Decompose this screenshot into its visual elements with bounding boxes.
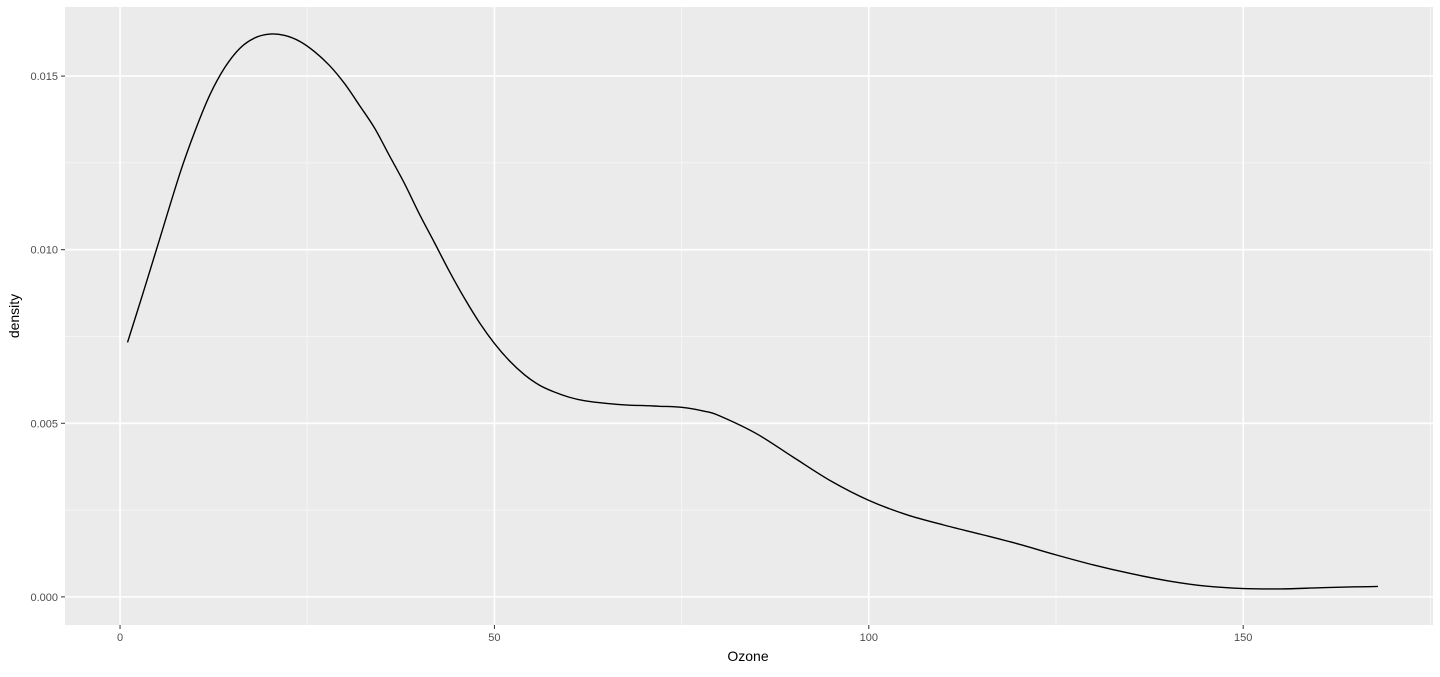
y-tick-label: 0.000 bbox=[30, 592, 58, 604]
minor-gridlines bbox=[65, 7, 1433, 625]
plot-panel bbox=[65, 7, 1433, 625]
x-tick-label: 50 bbox=[488, 632, 500, 644]
major-gridlines bbox=[65, 7, 1433, 625]
x-axis-ticks: 0 50 100 150 bbox=[117, 625, 1252, 644]
y-tick-label: 0.015 bbox=[30, 71, 58, 83]
x-tick-label: 0 bbox=[117, 632, 123, 644]
y-tick-label: 0.010 bbox=[30, 245, 58, 257]
y-axis-ticks: 0.000 0.005 0.010 0.015 bbox=[30, 71, 65, 604]
density-line bbox=[126, 33, 1378, 590]
x-tick-label: 100 bbox=[860, 632, 878, 644]
x-tick-label: 150 bbox=[1234, 632, 1252, 644]
y-tick-label: 0.005 bbox=[30, 418, 58, 430]
x-axis-title: Ozone bbox=[727, 648, 768, 664]
y-axis-title: density bbox=[6, 294, 22, 338]
